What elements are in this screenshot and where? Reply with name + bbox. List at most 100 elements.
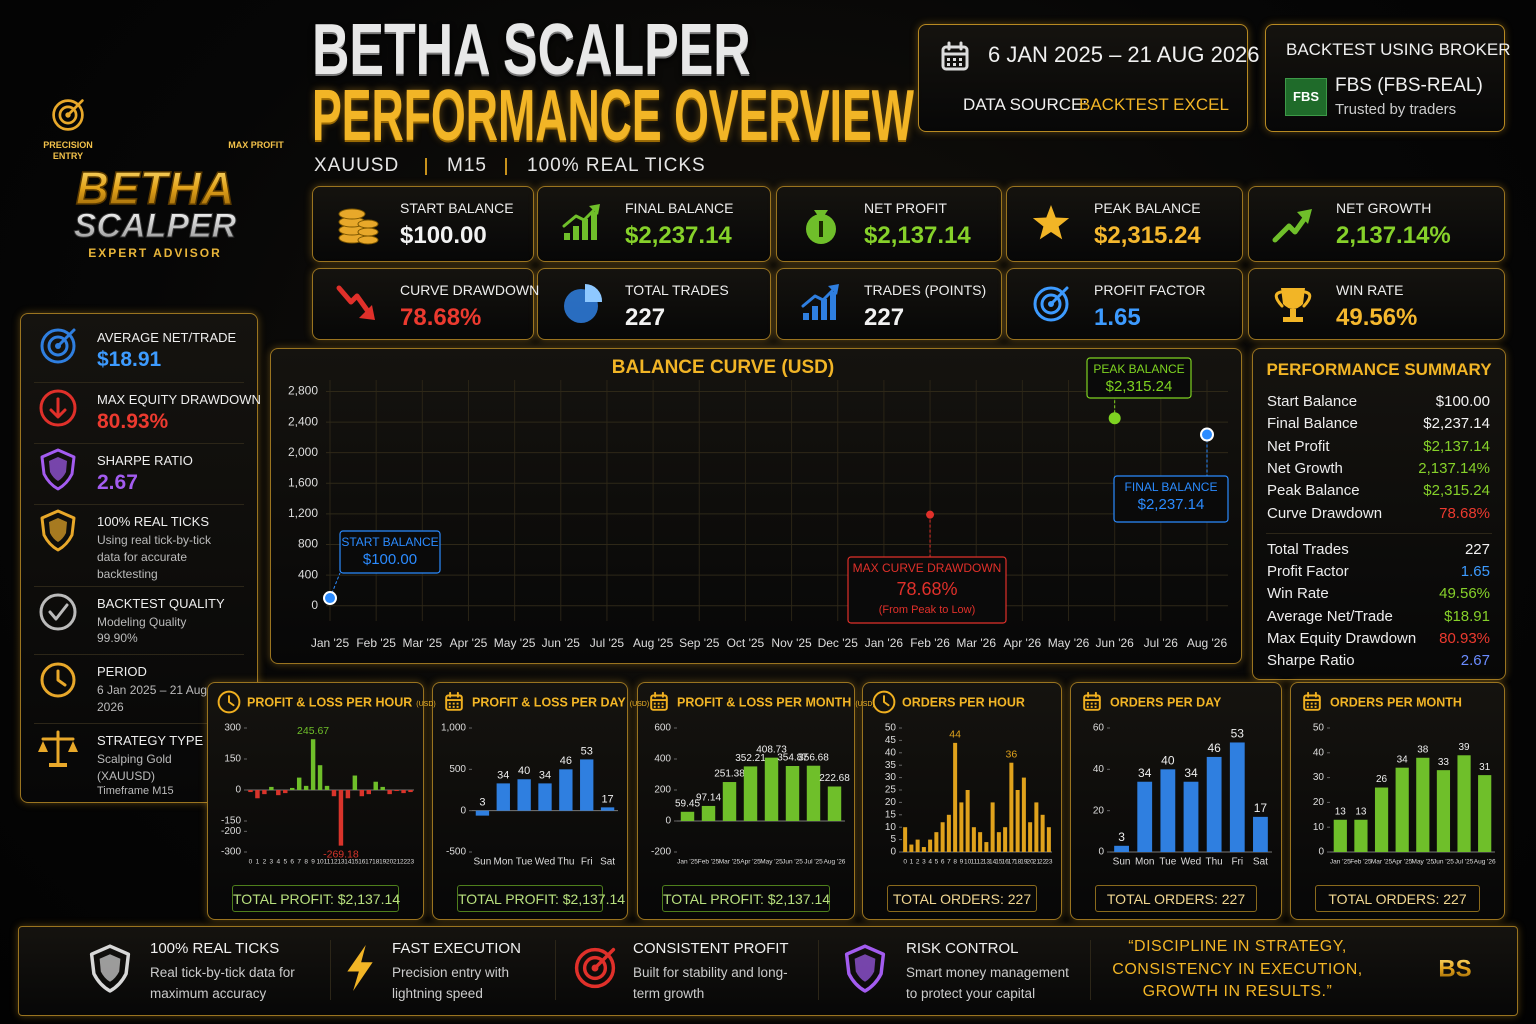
icon — [39, 593, 77, 631]
x-tick-label: 21 — [393, 859, 401, 866]
y-tick-label: 35 — [885, 760, 897, 771]
icon-part — [445, 694, 463, 711]
x-tick-label: 19 — [1020, 859, 1028, 866]
kpi-label: FINAL BALANCE — [625, 200, 734, 216]
x-tick-label: 5 — [935, 859, 939, 866]
x-tick-label: Fri — [581, 857, 593, 868]
x-tick-label: Feb '25 — [698, 859, 720, 866]
side-label: PERIOD — [97, 664, 147, 679]
bar — [934, 832, 939, 852]
data-label: 26 — [1376, 774, 1388, 785]
icon-part — [1086, 702, 1089, 705]
chart-title: PROFIT & LOSS PER HOUR — [247, 695, 412, 709]
x-tick-label: Aug '26 — [1187, 636, 1228, 650]
bar — [401, 790, 406, 794]
x-tick-label: 15 — [351, 859, 359, 866]
annotation-note: (From Peak to Low) — [879, 604, 976, 616]
divider — [34, 723, 244, 724]
y-tick-label: 10 — [1313, 822, 1325, 833]
marker — [1200, 427, 1214, 442]
icon-part — [39, 389, 77, 427]
summary-value: $2,315.24 — [1423, 482, 1490, 500]
bar — [1015, 790, 1020, 852]
icon-part — [52, 99, 84, 131]
logo-name: SCALPER — [74, 207, 237, 245]
x-tick-label: 14 — [344, 859, 352, 866]
icon-part — [661, 705, 664, 708]
data-label: 3 — [1118, 830, 1125, 844]
side-text: Using real tick-by-tick data for accurat… — [97, 533, 212, 581]
bar — [303, 785, 309, 790]
kpi-value: 227 — [625, 304, 666, 331]
chart-title: BALANCE CURVE (USD) — [612, 357, 834, 378]
x-tick-label: Mar '25 — [719, 859, 741, 866]
x-tick-label: 9 — [311, 859, 315, 866]
x-tick-label: Apr '25 — [450, 636, 488, 650]
icon-part — [801, 286, 837, 308]
summary-label: Win Rate — [1267, 585, 1329, 603]
kpi-label: PROFIT FACTOR — [1094, 282, 1206, 298]
icon-part — [589, 204, 600, 215]
summary-label: Start Balance — [1267, 393, 1358, 410]
bar — [1374, 787, 1389, 852]
data-label: 31 — [1479, 762, 1491, 773]
x-tick-label: Aug '25 — [633, 636, 674, 650]
bar — [1416, 757, 1430, 852]
x-tick-label: 13 — [337, 859, 345, 866]
x-tick-label: 4 — [277, 859, 281, 866]
icon-part — [1094, 702, 1097, 705]
data-label: 36 — [1006, 749, 1018, 761]
icon-part — [1083, 694, 1101, 711]
separator — [505, 158, 507, 175]
separator — [425, 158, 427, 175]
icon-part — [653, 702, 656, 705]
annotation-title: FINAL BALANCE — [1125, 480, 1218, 494]
bar — [248, 790, 253, 793]
bar — [380, 786, 385, 790]
x-tick-label: Mar '25 — [402, 636, 442, 650]
icon-part — [1290, 309, 1296, 317]
bar — [1009, 762, 1014, 852]
x-tick-label: 22 — [1039, 859, 1047, 866]
y-tick-label: 0 — [460, 805, 466, 816]
divider — [818, 940, 819, 1000]
y-tick-label: 400 — [298, 567, 318, 581]
y-tick-label: 60 — [1093, 723, 1105, 734]
y-tick-label: -300 — [221, 847, 241, 858]
icon-part — [452, 702, 455, 705]
x-tick-label: 4 — [928, 859, 932, 866]
kpi-label: NET PROFIT — [864, 200, 947, 216]
annotation-box — [339, 530, 441, 574]
icon — [40, 662, 76, 698]
x-tick-label: 1 — [256, 859, 260, 866]
x-tick-label: Feb '25 — [356, 636, 396, 650]
icon-part — [47, 335, 69, 357]
icon-part — [1297, 209, 1312, 224]
bar — [394, 790, 399, 792]
bar — [1478, 775, 1492, 852]
bar — [1028, 822, 1033, 852]
y-tick-label: 10 — [885, 822, 897, 833]
broker-logo: FBS — [1285, 78, 1327, 116]
icon-part — [56, 669, 67, 687]
annotation-title: PEAK BALANCE — [1093, 362, 1184, 376]
icon-part — [338, 208, 366, 220]
icon-part — [812, 306, 818, 320]
x-tick-label: Jan '26 — [865, 636, 904, 650]
bar — [338, 790, 344, 846]
bar — [517, 779, 531, 811]
bar — [1206, 756, 1222, 852]
panel — [537, 186, 771, 262]
icon-part — [564, 233, 570, 240]
icon — [347, 945, 373, 991]
bar — [990, 802, 995, 852]
side-text: 6 Jan 2025 – 21 Aug 2026 — [97, 683, 208, 714]
chart-unit: (USD) — [416, 701, 435, 708]
icon-part — [347, 945, 373, 991]
bar — [359, 790, 365, 797]
icon-part — [650, 694, 668, 711]
logo-badge: PRECISION ENTRY — [43, 140, 93, 161]
x-tick-label: 16 — [358, 859, 366, 866]
x-tick-label: Oct '25 — [727, 636, 765, 650]
bar — [996, 832, 1001, 852]
